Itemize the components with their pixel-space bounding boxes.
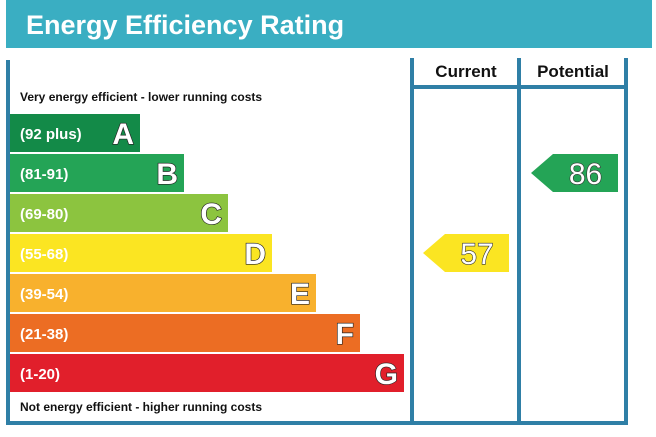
rating-bands: (92 plus) A (81-91) B (69-80) C (55-68) D (39-54… [10, 114, 404, 392]
band-c-letter: C [200, 198, 222, 231]
current-column-header: Current [435, 62, 497, 81]
top-note: Very energy efficient - lower running co… [20, 90, 262, 104]
band-b-range: (81-91) [20, 166, 68, 183]
band-c-bar [10, 194, 228, 232]
band-b-letter: B [156, 158, 178, 191]
band-f-range: (21-38) [20, 326, 68, 343]
band-a-bar [10, 114, 140, 152]
band-d-letter: D [244, 238, 266, 271]
band-e-range: (39-54) [20, 286, 68, 303]
band-b-bar [10, 154, 184, 192]
band-e-bar [10, 274, 316, 312]
title-bar [6, 0, 652, 48]
band-a-letter: A [112, 118, 134, 151]
bottom-note: Not energy efficient - higher running co… [20, 400, 262, 414]
band-g-range: (1-20) [20, 366, 60, 383]
potential-rating-value: 86 [569, 158, 602, 191]
band-e-letter: E [290, 278, 310, 311]
chart-title: Energy Efficiency Rating [26, 10, 344, 40]
potential-rating-arrow [531, 154, 618, 192]
current-rating-arrow [423, 234, 509, 272]
band-f-letter: F [336, 318, 354, 351]
band-d-bar [10, 234, 272, 272]
chart-frame [6, 58, 628, 425]
band-g-bar [10, 354, 404, 392]
rating-arrows: 57 86 [423, 154, 618, 272]
band-f-bar [10, 314, 360, 352]
potential-column-header: Potential [537, 62, 609, 81]
current-rating-value: 57 [460, 238, 493, 271]
band-c-range: (69-80) [20, 206, 68, 223]
band-a-range: (92 plus) [20, 126, 82, 143]
band-d-range: (55-68) [20, 246, 68, 263]
band-g-letter: G [375, 358, 398, 391]
